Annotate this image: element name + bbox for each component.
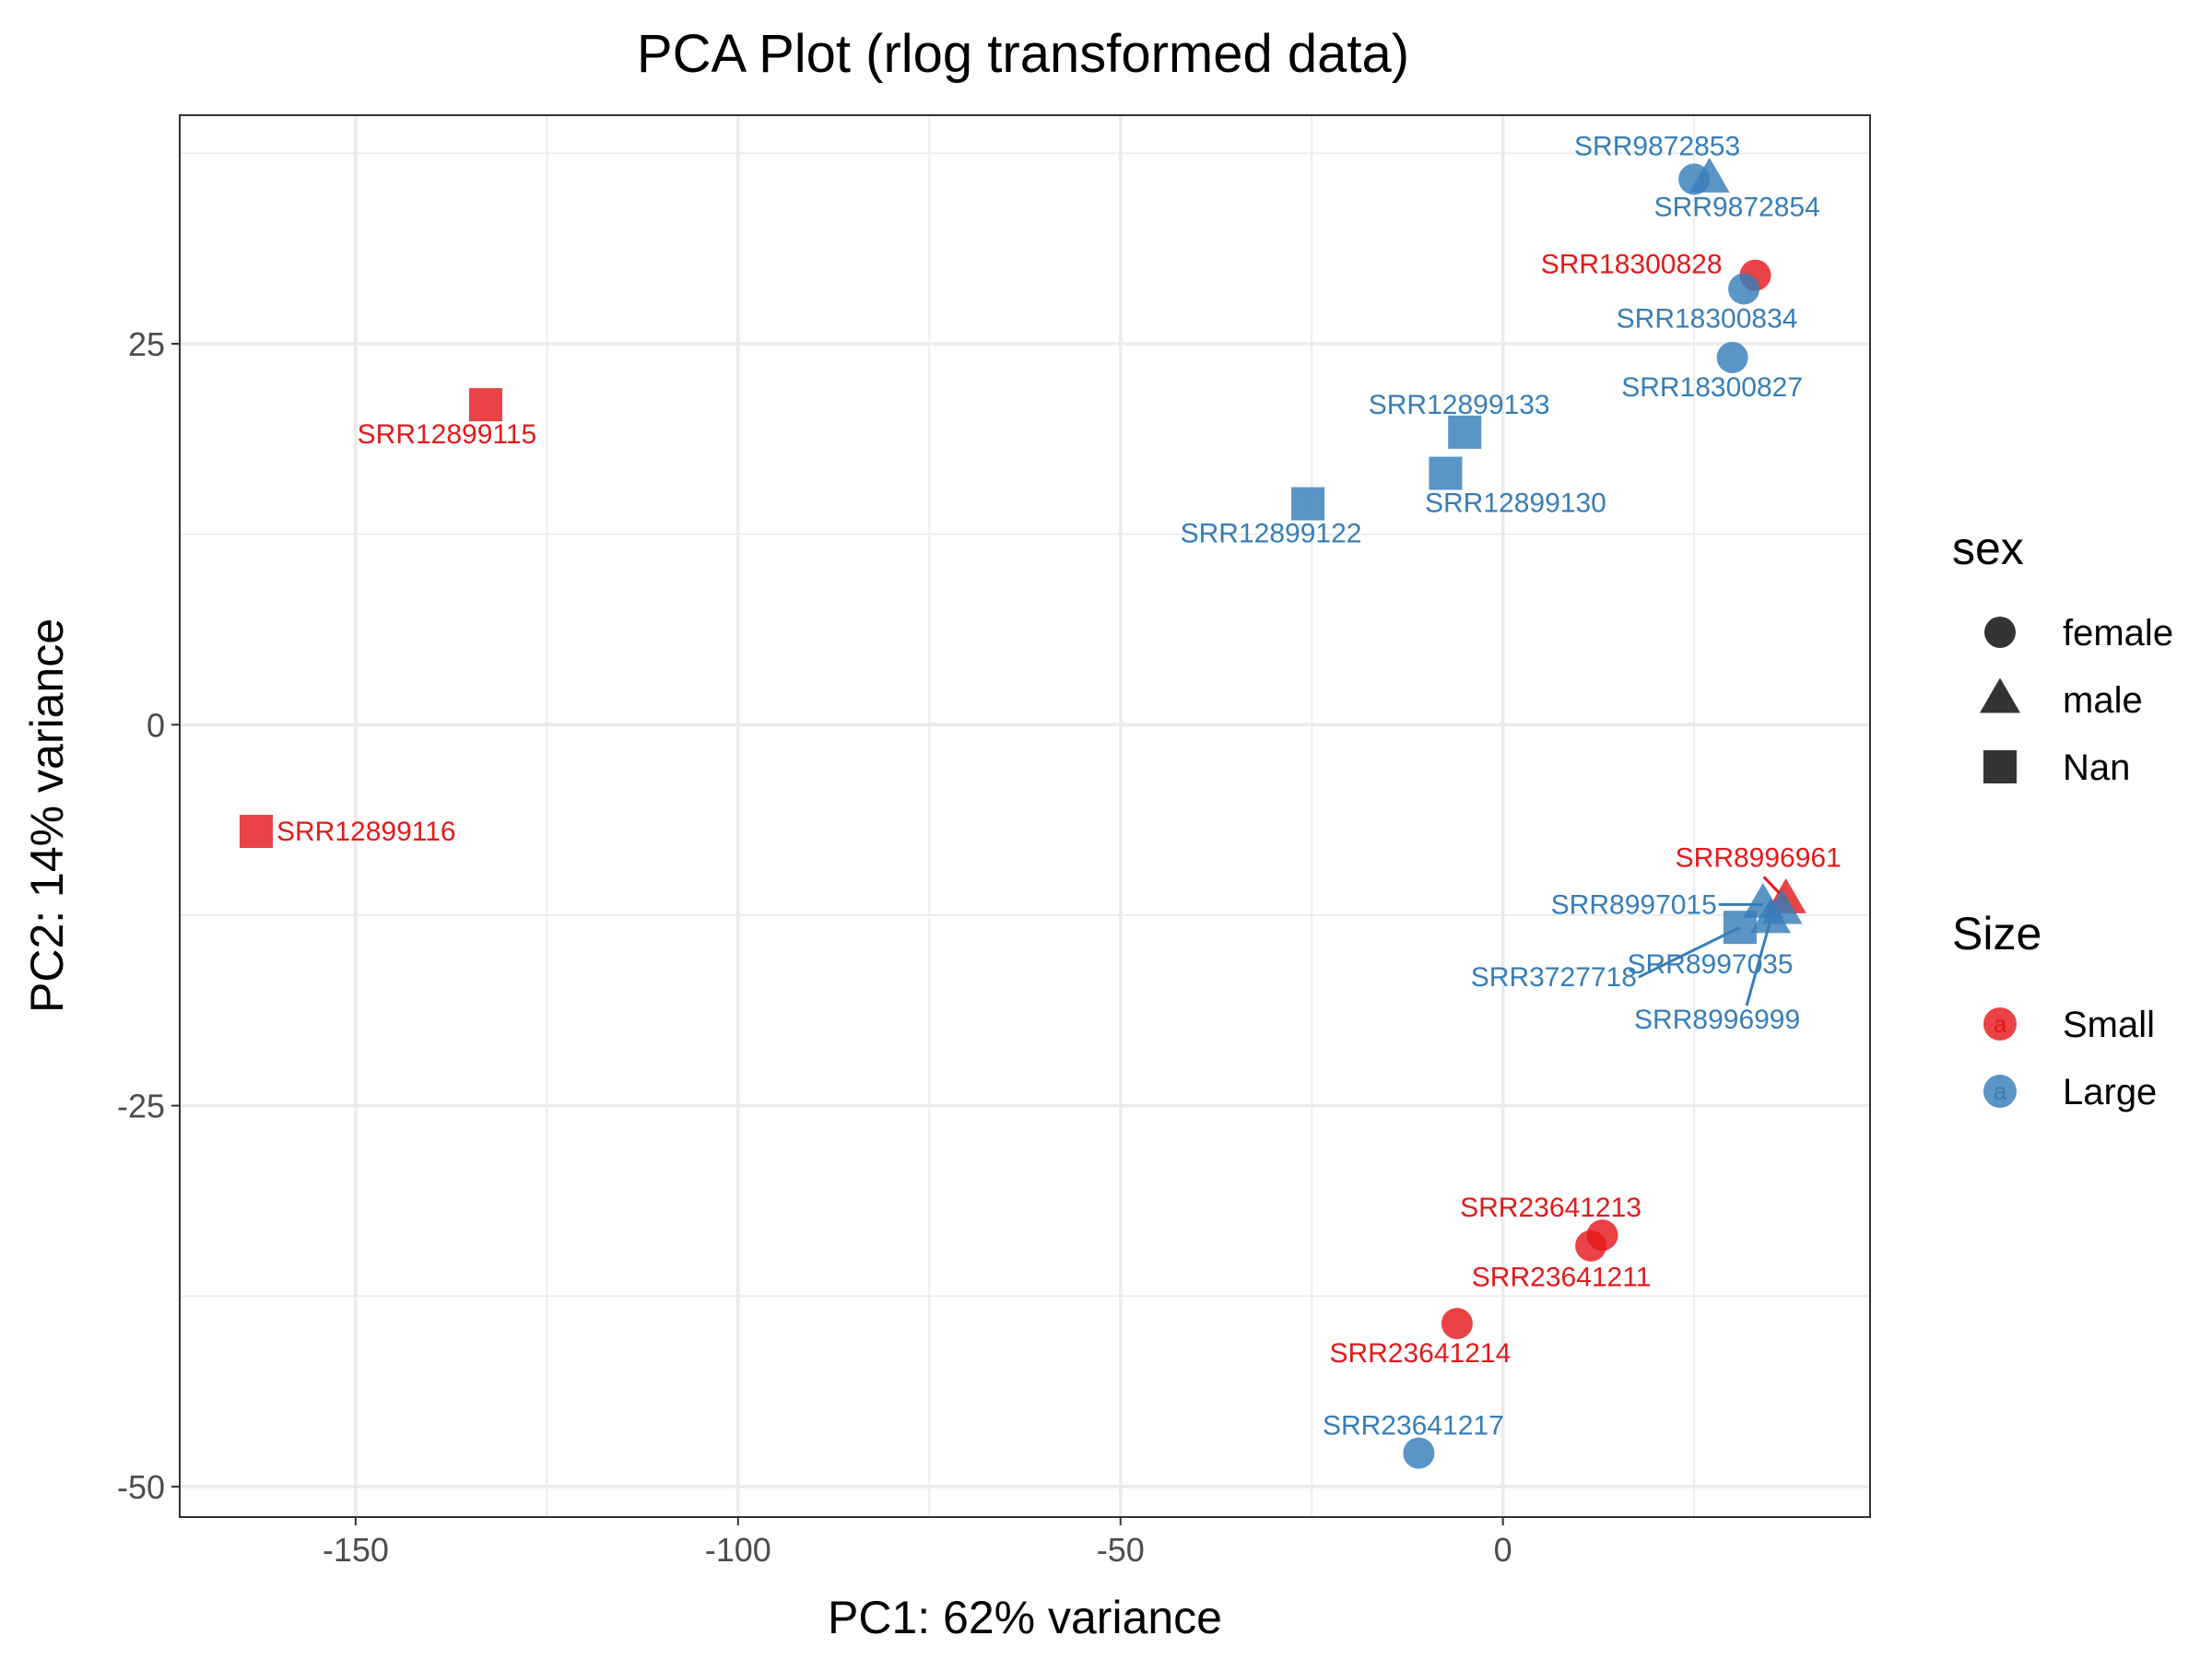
data-point	[1716, 341, 1748, 373]
x-tick-label: 0	[1494, 1531, 1512, 1569]
data-points	[239, 157, 1806, 1469]
point-label: SRR3727718	[1471, 962, 1637, 993]
data-point	[1723, 911, 1757, 945]
x-axis-title: PC1: 62% variance	[828, 1592, 1222, 1643]
color-legend-label: Large	[2063, 1072, 2157, 1112]
chart-title: PCA Plot (rlog transformed data)	[637, 24, 1409, 84]
label-leader-line	[1745, 919, 1772, 1006]
data-point	[1750, 898, 1792, 934]
point-label: SRR12899133	[1369, 390, 1550, 420]
data-point	[1575, 1230, 1607, 1262]
minor-gridlines	[180, 115, 1870, 1517]
point-label: SRR12899115	[358, 419, 537, 450]
shape-legend-label: Nan	[2063, 747, 2130, 788]
point-label: SRR18300834	[1617, 303, 1798, 334]
color-legend-key-glyph: a	[1994, 1077, 2007, 1105]
y-tick-label: 25	[128, 325, 165, 363]
data-point	[1403, 1437, 1435, 1469]
major-gridlines	[180, 115, 1870, 1517]
point-label: SRR8996961	[1676, 842, 1841, 873]
data-point	[1429, 456, 1463, 490]
plot-panel: SRR9872853 SRR9872854 SRR18300828 SRR183008…	[179, 114, 1871, 1518]
data-point	[1448, 415, 1482, 449]
color-legend-key-glyph: a	[1994, 1010, 2007, 1038]
point-label: SRR8997035	[1627, 949, 1793, 980]
shape-legend-label: female	[2063, 613, 2173, 653]
point-label: SRR8997015	[1551, 889, 1717, 920]
label-leader-line	[1638, 925, 1741, 979]
data-point	[468, 388, 502, 422]
y-tick-label: 0	[147, 706, 165, 744]
panel-border	[179, 114, 1871, 1518]
point-label: SRR23641217	[1323, 1411, 1504, 1441]
data-point	[239, 815, 273, 849]
color-legend-key	[1983, 1075, 2017, 1108]
y-tick-label: -25	[117, 1088, 165, 1125]
data-point	[1291, 487, 1325, 521]
color-legend-label: Small	[2063, 1005, 2155, 1045]
data-point	[1728, 273, 1760, 305]
shape-legend-key	[1980, 677, 2020, 713]
color-legend-key	[1983, 1007, 2017, 1041]
point-label: SRR9872854	[1654, 192, 1820, 222]
point-label: SRR18300828	[1541, 250, 1723, 280]
point-label: SRR8996999	[1634, 1005, 1800, 1035]
shape-legend-key	[1984, 617, 2016, 648]
panel-background	[180, 115, 1870, 1517]
point-label: SRR18300827	[1621, 372, 1803, 403]
point-label: SRR9872853	[1574, 131, 1740, 161]
point-label: SRR23641211	[1472, 1263, 1652, 1293]
y-axis-title: PC2: 14% variance	[21, 618, 73, 1013]
shape-legend-key	[1983, 750, 2017, 783]
data-point	[1688, 157, 1730, 193]
y-tick-label: -50	[117, 1468, 165, 1506]
y-axis: -50 -25 0 25	[117, 325, 180, 1506]
shape-legend-title: sex	[1952, 523, 2024, 574]
point-labels: SRR9872853 SRR9872854 SRR18300828 SRR183008…	[276, 131, 1841, 1441]
point-label: SRR12899116	[276, 817, 456, 847]
shape-legend: sex female male Nan	[1952, 523, 2173, 788]
x-tick-label: -50	[1097, 1531, 1145, 1569]
point-label: SRR12899122	[1181, 519, 1362, 549]
point-label: SRR12899130	[1425, 488, 1606, 519]
shape-legend-label: male	[2063, 680, 2143, 721]
point-label: SRR23641214	[1329, 1338, 1511, 1369]
color-legend: Size a Small a Large	[1952, 908, 2157, 1112]
data-point	[1441, 1308, 1473, 1340]
x-tick-label: -100	[705, 1531, 771, 1569]
point-label: SRR23641213	[1460, 1193, 1641, 1223]
color-legend-title: Size	[1952, 908, 2041, 959]
x-tick-label: -150	[323, 1531, 389, 1569]
x-axis: -150 -100 -50 0	[323, 1517, 1512, 1569]
